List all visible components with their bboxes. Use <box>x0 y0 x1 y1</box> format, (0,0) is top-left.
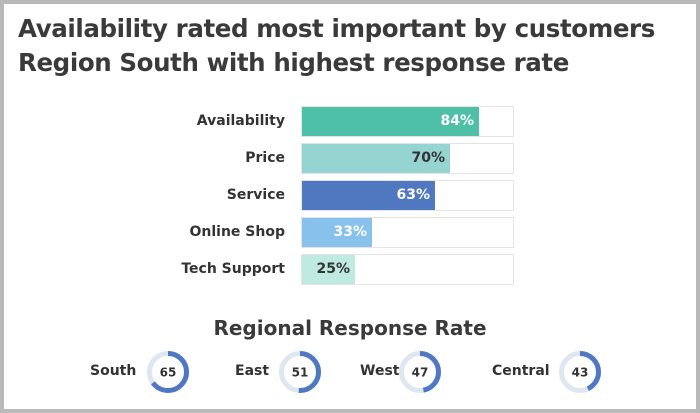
region-label-east: East <box>235 363 270 379</box>
bar-track: 63% <box>301 180 514 211</box>
bar-service <box>302 181 435 210</box>
bar-value-label: 33% <box>333 224 367 240</box>
bar-category-label: Tech Support <box>181 261 285 277</box>
region-label-west: West <box>360 363 400 379</box>
title-line-1: Availability rated most important by cus… <box>18 14 655 43</box>
bar-value-label: 70% <box>411 150 445 166</box>
donut-value: 51 <box>292 366 309 380</box>
donut-arc <box>559 351 601 393</box>
donut-south: 65 <box>147 351 189 393</box>
donut-value: 65 <box>160 366 177 380</box>
bar-value-label: 63% <box>396 187 430 203</box>
bar-category-label: Availability <box>196 113 285 129</box>
bar-track: 70% <box>301 143 514 174</box>
bar-availability <box>302 107 479 136</box>
donut-value: 47 <box>412 366 429 380</box>
bar-category-label: Price <box>245 150 285 166</box>
bar-category-label: Service <box>226 187 285 203</box>
bar-tech-support <box>302 255 355 284</box>
region-label-south: South <box>90 363 137 379</box>
bar-track: 33% <box>301 217 514 248</box>
donut-central: 43 <box>559 351 601 393</box>
bar-value-label: 84% <box>440 113 474 129</box>
donut-arc <box>147 351 189 393</box>
bar-value-label: 25% <box>316 261 350 277</box>
region-label-central: Central <box>492 363 550 379</box>
title-line-2: Region South with highest response rate <box>18 48 569 77</box>
donut-west: 47 <box>399 351 441 393</box>
bar-category-label: Online Shop <box>189 224 286 240</box>
donut-value: 43 <box>572 366 589 380</box>
donut-arc <box>279 351 321 393</box>
donut-east: 51 <box>279 351 321 393</box>
donut-arc <box>399 351 441 393</box>
bar-online-shop <box>302 218 372 247</box>
bar-track: 84% <box>301 106 514 137</box>
bar-price <box>302 144 450 173</box>
donut-section-title: Regional Response Rate <box>213 316 487 340</box>
bar-track: 25% <box>301 254 514 285</box>
chart-title: Availability rated most important by cus… <box>18 12 655 80</box>
